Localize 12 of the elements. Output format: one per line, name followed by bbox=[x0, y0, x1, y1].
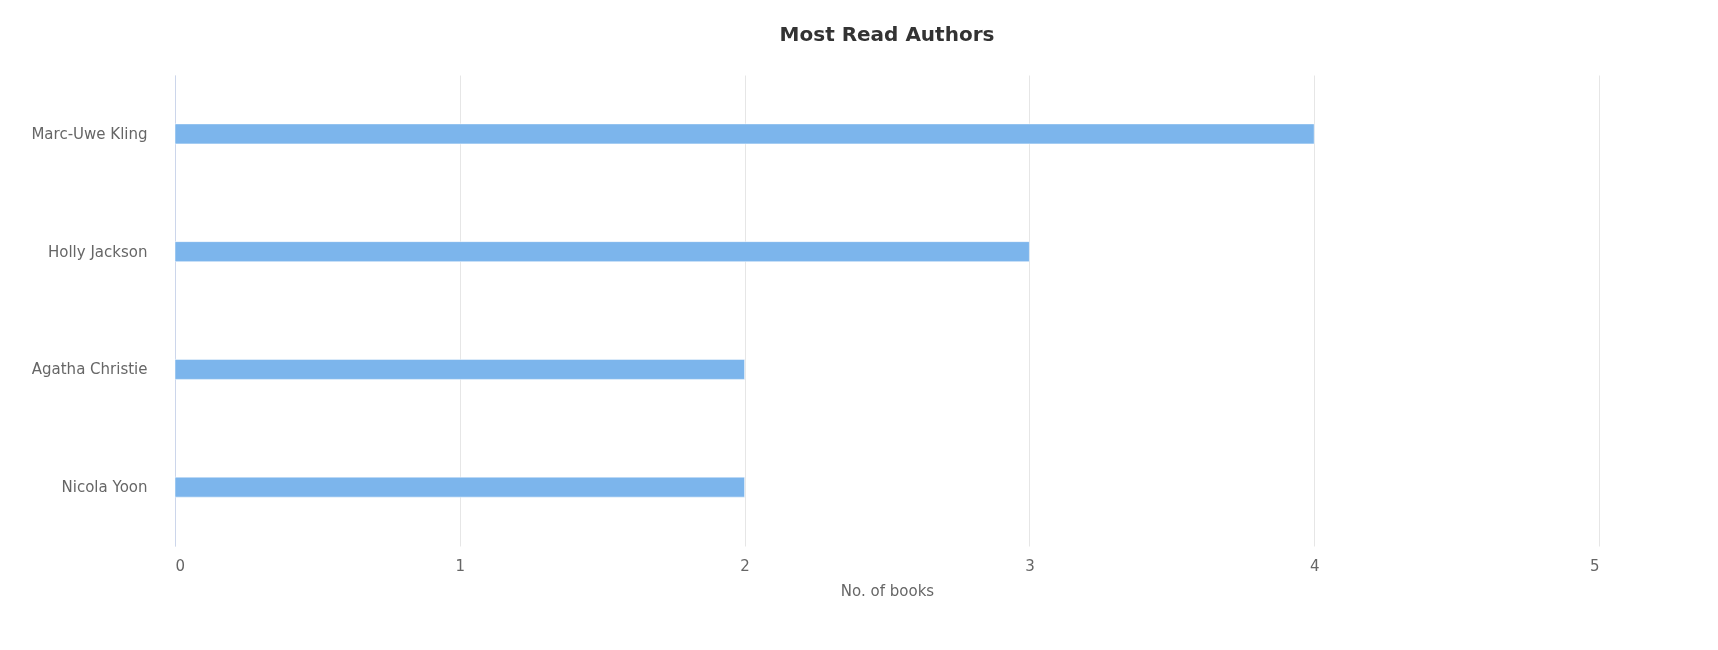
x-tick-label: 4 bbox=[1309, 556, 1320, 575]
x-axis-title: No. of books bbox=[840, 581, 935, 600]
x-tick-label: 1 bbox=[455, 556, 466, 575]
y-tick-label: Holly Jackson bbox=[48, 242, 148, 261]
x-tick-label: 5 bbox=[1589, 556, 1600, 575]
x-tick-label: 0 bbox=[175, 556, 186, 575]
chart-title: Most Read Authors bbox=[779, 22, 995, 46]
y-tick-label: Marc-Uwe Kling bbox=[31, 124, 148, 143]
x-tick-label: 3 bbox=[1025, 556, 1035, 575]
y-tick-label: Agatha Christie bbox=[31, 360, 148, 379]
x-tick-label: 2 bbox=[740, 556, 750, 575]
y-tick-label: Nicola Yoon bbox=[61, 478, 148, 497]
